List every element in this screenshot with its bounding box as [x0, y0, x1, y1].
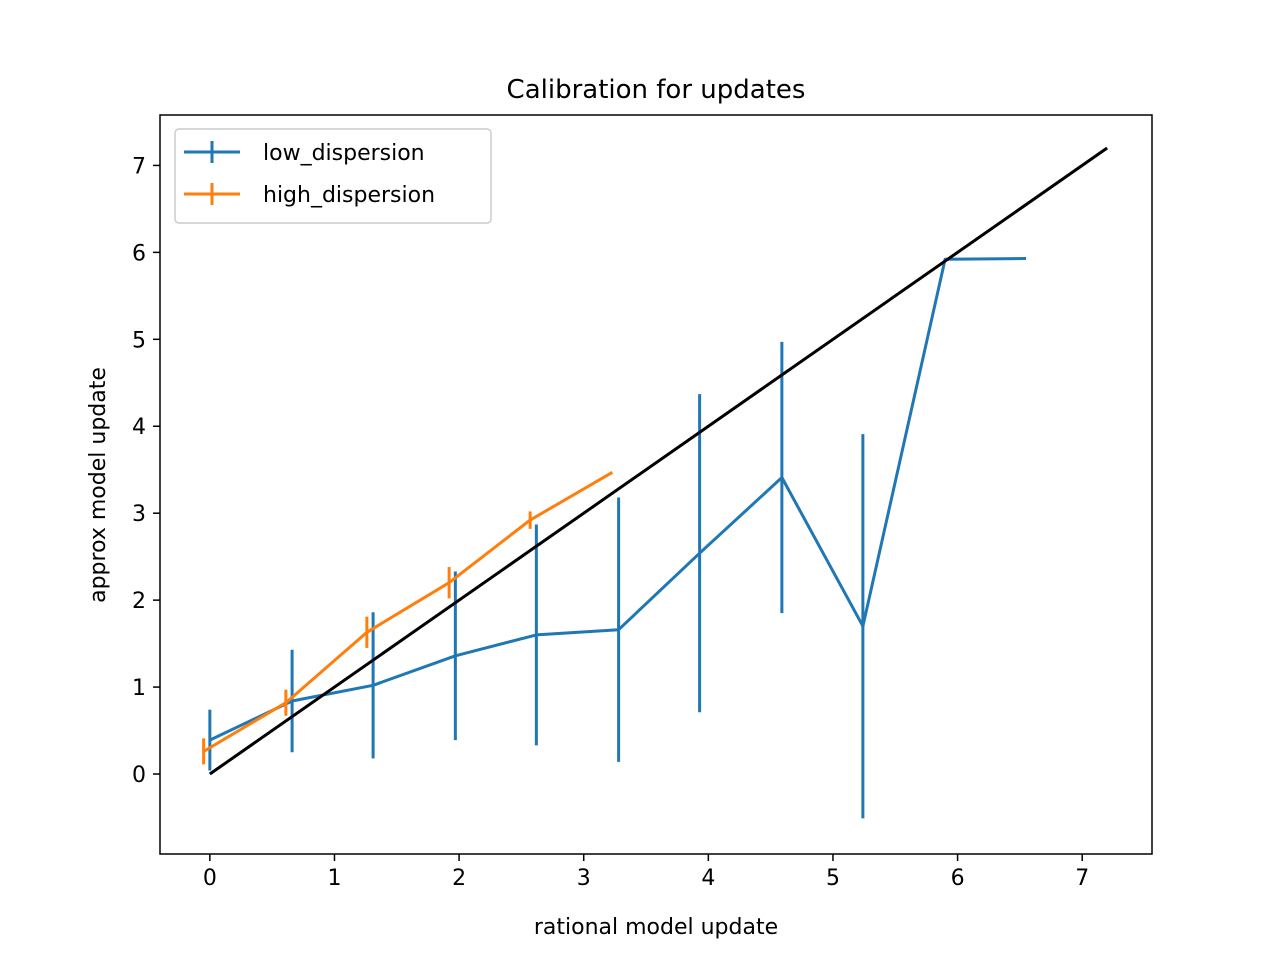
plot-area	[202, 146, 1108, 819]
x-tick-label: 7	[1075, 866, 1089, 891]
y-tick-label: 0	[132, 763, 146, 788]
y-tick-label: 2	[132, 589, 146, 614]
legend-label: low_dispersion	[263, 141, 425, 166]
y-tick-label: 5	[132, 328, 146, 353]
y-tick-label: 1	[132, 676, 146, 701]
series-high_dispersion	[202, 471, 614, 765]
series-line	[202, 471, 614, 753]
series-low_dispersion	[208, 257, 1027, 819]
x-tick-label: 6	[951, 866, 965, 891]
chart-title: Calibration for updates	[507, 75, 806, 105]
axis-ticks: 0 1 2 3 4 5 6 7 0 1 2 3 4 5 6 7	[132, 154, 1089, 891]
y-tick-label: 3	[132, 502, 146, 527]
x-tick-label: 5	[826, 866, 840, 891]
legend-item-low_dispersion: low_dispersion	[184, 141, 425, 166]
legend-label: high_dispersion	[263, 183, 435, 208]
reference-line	[208, 146, 1108, 776]
series-line	[209, 257, 1027, 742]
x-tick-label: 0	[203, 866, 217, 891]
y-tick-label: 7	[132, 154, 146, 179]
legend-box	[174, 128, 492, 224]
x-tick-label: 4	[701, 866, 715, 891]
x-tick-label: 2	[452, 866, 466, 891]
y-tick-label: 4	[132, 415, 146, 440]
y-axis-label: approx model update	[86, 367, 111, 603]
x-tick-label: 3	[577, 866, 591, 891]
y-tick-label: 6	[132, 241, 146, 266]
legend: low_dispersion high_dispersion	[174, 128, 492, 224]
x-axis-label: rational model update	[534, 915, 778, 940]
plot-frame	[159, 114, 1153, 855]
legend-item-high_dispersion: high_dispersion	[184, 183, 435, 208]
x-tick-label: 1	[327, 866, 341, 891]
